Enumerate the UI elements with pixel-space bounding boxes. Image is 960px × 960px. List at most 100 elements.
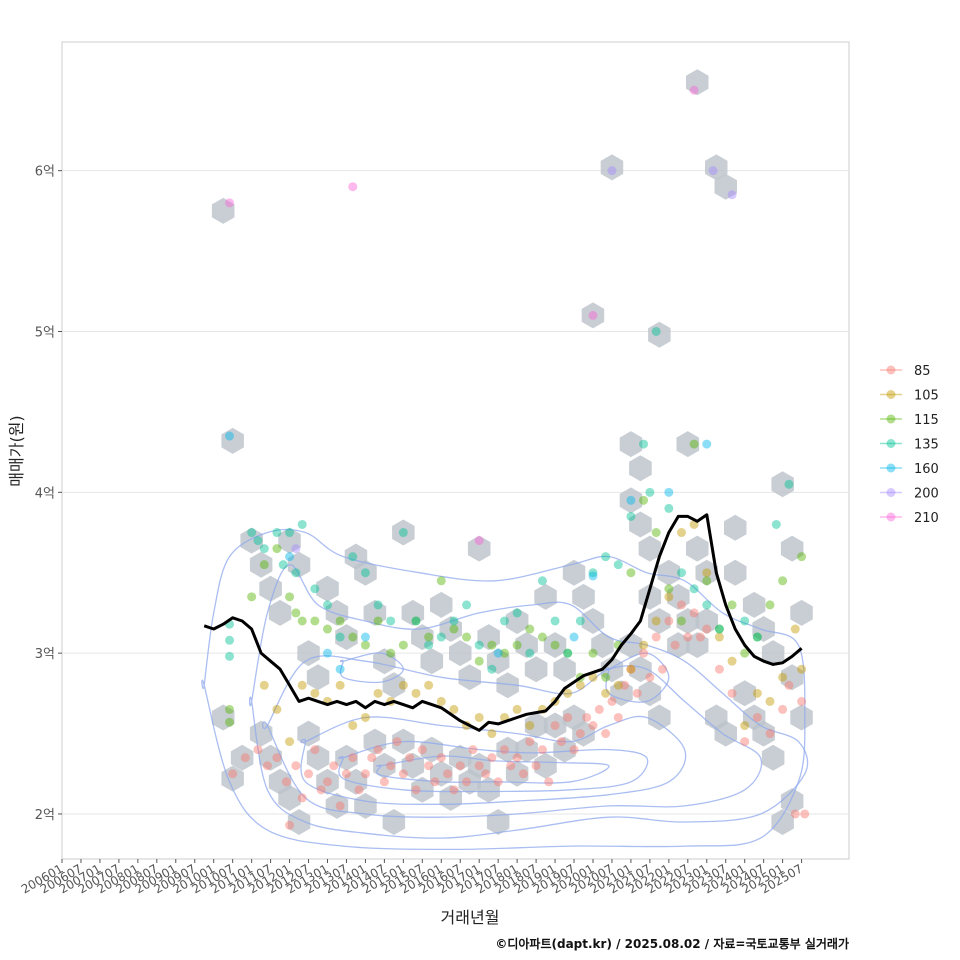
data-point-85 (499, 745, 509, 755)
data-point-85 (765, 729, 775, 739)
hexbin (676, 431, 700, 458)
hexbin (790, 704, 813, 731)
data-point-105 (259, 680, 269, 690)
data-point-135 (613, 560, 623, 570)
data-point-85 (297, 793, 307, 803)
hexbin (761, 640, 785, 667)
hexbin (259, 744, 282, 771)
data-point-210 (588, 310, 598, 320)
legend-label: 115 (914, 413, 939, 428)
data-point-115 (499, 648, 509, 658)
data-point-135 (272, 528, 282, 538)
data-point-200 (727, 190, 737, 200)
data-point-85 (411, 785, 421, 795)
data-point-85 (424, 761, 434, 771)
legend-key-point (886, 439, 896, 448)
data-point-135 (550, 616, 560, 626)
hexbin (344, 768, 368, 795)
data-point-160 (360, 632, 370, 642)
data-point-135 (689, 584, 699, 594)
hexbin (619, 431, 643, 458)
data-point-115 (714, 624, 724, 634)
data-point-135 (285, 528, 295, 538)
data-point-85 (329, 761, 339, 771)
data-point-135 (645, 487, 655, 497)
data-point-85 (392, 737, 402, 747)
data-point-85 (639, 648, 649, 658)
chart-caption: ©디아파트(dapt.kr) / 2025.08.02 / 자료=국토교통부 실… (495, 936, 849, 951)
data-point-135 (702, 600, 712, 610)
data-point-105 (778, 672, 788, 682)
hexbin (392, 519, 415, 546)
hexbin (505, 760, 529, 787)
legend-label: 85 (914, 364, 931, 379)
data-point-115 (740, 648, 750, 658)
data-point-115 (462, 632, 472, 642)
hexbin (695, 559, 718, 586)
data-point-210 (689, 85, 699, 95)
data-point-85 (335, 801, 345, 811)
data-point-85 (322, 777, 332, 787)
data-point-115 (436, 576, 446, 586)
data-point-200 (708, 166, 718, 176)
data-point-105 (664, 592, 674, 602)
hexbin (430, 760, 453, 787)
hexbin (591, 632, 614, 659)
data-point-105 (487, 729, 497, 739)
x-axis-ticks: 2006012006072007012007072008012008072009… (19, 859, 805, 897)
data-point-85 (664, 616, 674, 626)
data-point-105 (424, 680, 434, 690)
data-point-85 (512, 753, 522, 763)
data-point-105 (588, 672, 598, 682)
data-point-85 (556, 737, 566, 747)
hexbin (667, 583, 690, 610)
y-tick-label: 6억 (35, 165, 55, 180)
data-point-135 (752, 632, 762, 642)
hexbin (733, 680, 756, 707)
data-point-115 (348, 632, 358, 642)
hexbin (629, 656, 652, 683)
data-point-115 (588, 648, 598, 658)
legend-label: 135 (914, 438, 939, 453)
hexbin (439, 616, 462, 642)
data-point-85 (800, 809, 810, 819)
legend-key-point (886, 488, 896, 497)
legend-label: 200 (914, 487, 939, 502)
hexbin (354, 559, 377, 586)
data-point-115 (225, 717, 235, 727)
data-point-135 (259, 544, 269, 554)
data-point-115 (651, 528, 661, 538)
data-point-135 (784, 479, 794, 489)
data-point-85 (310, 745, 320, 755)
data-point-105 (436, 696, 446, 706)
hexbin (629, 455, 652, 482)
data-point-115 (676, 616, 686, 626)
data-point-105 (563, 688, 573, 698)
data-point-135 (487, 664, 497, 674)
hexbin (629, 511, 652, 538)
hexbin (268, 599, 292, 626)
data-point-160 (664, 487, 674, 497)
data-point-160 (493, 648, 503, 658)
hexbin (230, 744, 254, 771)
data-point-115 (797, 552, 807, 562)
hexbin (714, 720, 737, 747)
hexbin (543, 632, 567, 659)
hexbin (411, 776, 434, 803)
hexbin (724, 559, 747, 586)
data-point-105 (297, 680, 307, 690)
hexbin (411, 624, 434, 651)
data-point-115 (639, 495, 649, 505)
hexbin (382, 672, 406, 699)
hexbin (211, 197, 235, 224)
data-point-115 (259, 560, 269, 570)
data-point-85 (487, 753, 497, 763)
data-point-135 (537, 576, 547, 586)
hexbin (496, 736, 519, 763)
data-point-115 (424, 632, 434, 642)
hexbin (449, 744, 472, 771)
data-point-115 (449, 624, 459, 634)
hexbin (449, 640, 472, 667)
hexbin (742, 591, 766, 618)
data-point-135 (291, 568, 301, 578)
